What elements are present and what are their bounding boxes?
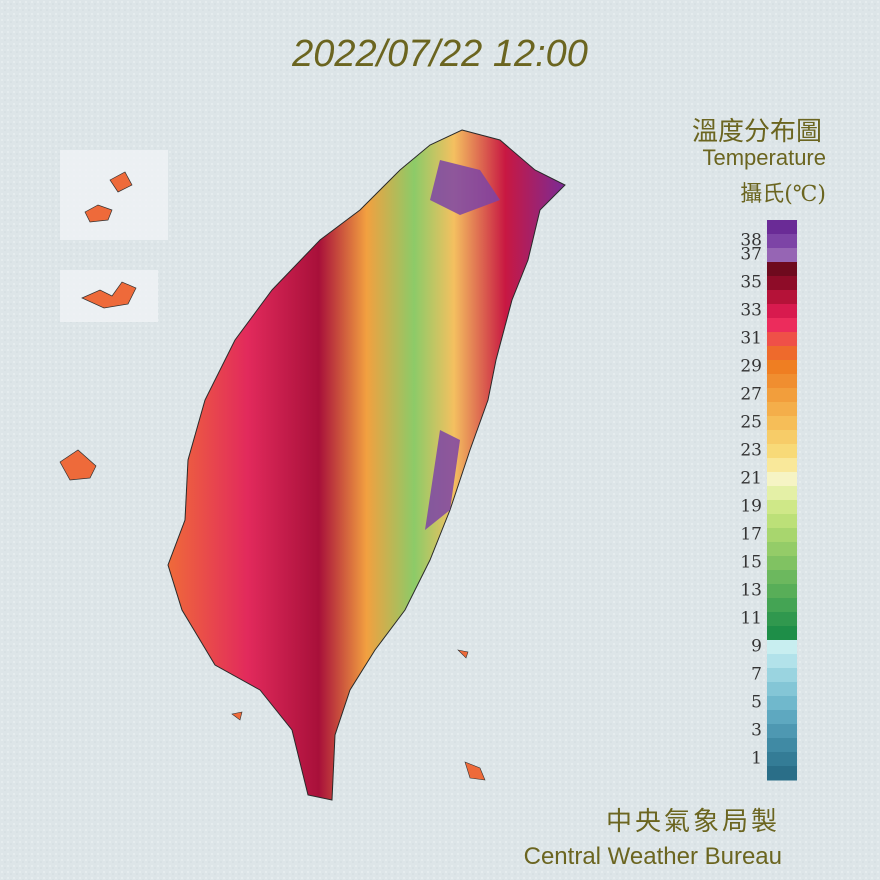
small-islands: [231, 649, 486, 781]
color-swatch: [767, 710, 797, 725]
color-swatch: [767, 276, 797, 291]
color-swatch: [767, 416, 797, 431]
color-swatch: [767, 290, 797, 305]
legend-title: 溫度分布圖: [692, 117, 822, 147]
penghu: [59, 449, 97, 481]
color-swatch: [767, 486, 797, 501]
color-swatch: [767, 542, 797, 557]
legend-tick: 25: [740, 413, 762, 433]
legend-tick: 13: [740, 581, 762, 601]
legend-tick: 33: [740, 301, 762, 321]
legend-tick: 38: [740, 231, 762, 251]
taiwan-island: [167, 129, 566, 801]
legend-tick: 21: [740, 469, 762, 489]
legend-tick: 35: [740, 273, 762, 293]
legend-unit: 攝氏(℃): [740, 182, 826, 207]
color-swatch: [767, 696, 797, 711]
hot-area: [425, 430, 460, 530]
color-swatch: [767, 584, 797, 599]
color-swatch: [767, 766, 797, 781]
color-swatch: [767, 556, 797, 571]
color-swatch: [767, 346, 797, 361]
hot-area: [430, 160, 500, 215]
legend-tick: 29: [740, 357, 762, 377]
color-swatch: [767, 332, 797, 347]
color-swatch: [767, 598, 797, 613]
legend-tick: 5: [751, 693, 762, 713]
color-swatch: [767, 528, 797, 543]
color-swatch: [767, 752, 797, 767]
color-swatch: [767, 640, 797, 655]
color-swatch: [767, 430, 797, 445]
color-swatch: [767, 682, 797, 697]
color-swatch: [767, 388, 797, 403]
color-swatch: [767, 654, 797, 669]
color-swatch: [767, 472, 797, 487]
color-swatch: [767, 248, 797, 263]
color-swatch: [767, 626, 797, 641]
inset-boxes: [60, 150, 168, 322]
legend-tick: 1: [751, 749, 762, 769]
legend-tick: 27: [740, 385, 762, 405]
legend-tick: 3: [751, 721, 762, 741]
color-swatch: [767, 374, 797, 389]
color-swatch: [767, 612, 797, 627]
color-swatch: [767, 500, 797, 515]
legend-tick: 15: [740, 553, 762, 573]
color-swatch: [767, 262, 797, 277]
color-swatch: [767, 570, 797, 585]
color-swatch: [767, 738, 797, 753]
legend-tick: 37: [740, 245, 762, 265]
color-swatch: [767, 304, 797, 319]
color-swatch: [767, 402, 797, 417]
color-swatch: [767, 458, 797, 473]
color-swatch: [767, 724, 797, 739]
legend-tick: 11: [740, 609, 762, 629]
color-swatch: [767, 318, 797, 333]
color-swatch: [767, 514, 797, 529]
color-swatch: [767, 234, 797, 249]
color-swatch: [767, 444, 797, 459]
timestamp: 2022/07/22 12:00: [291, 33, 588, 75]
color-swatch: [767, 360, 797, 375]
credit-zh: 中央氣象局製: [606, 807, 780, 837]
color-swatch: [767, 220, 797, 235]
legend-tick: 17: [740, 525, 762, 545]
legend-subtitle: Temperature: [702, 145, 826, 170]
legend-tick: 31: [740, 329, 762, 349]
credit-en: Central Weather Bureau: [524, 843, 782, 870]
legend-tick: 19: [740, 497, 762, 517]
legend-tick: 7: [751, 665, 762, 685]
legend-tick: 23: [740, 441, 762, 461]
legend-tick: 9: [751, 637, 762, 657]
color-swatch: [767, 668, 797, 683]
